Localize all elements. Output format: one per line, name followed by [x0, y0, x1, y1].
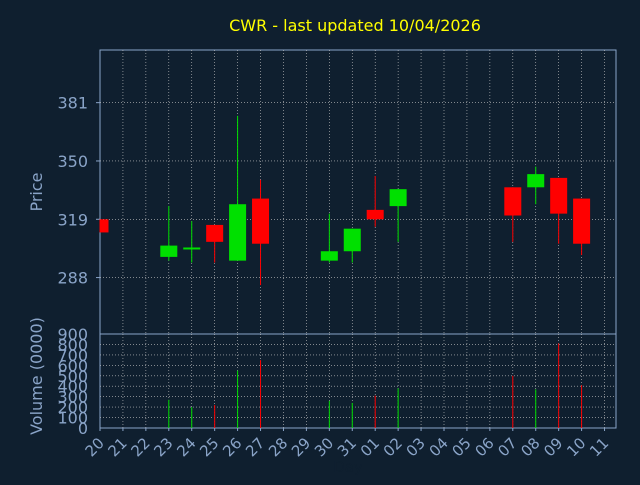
volume-tick-label: 700: [57, 346, 88, 365]
candle: [573, 198, 591, 256]
volume-tick-label: 300: [57, 388, 88, 407]
chart-title: CWR - last updated 10/04/2026: [229, 16, 481, 35]
candle: [99, 219, 109, 233]
candle-body: [389, 189, 407, 207]
volume-axis-title: Volume (0000): [27, 317, 46, 435]
candle-body: [504, 187, 522, 216]
candle: [504, 187, 522, 242]
candle-body: [550, 177, 568, 214]
candle-body: [343, 228, 361, 252]
candle: [527, 166, 545, 205]
volume-tick-label: 900: [57, 325, 88, 344]
candle-body: [206, 224, 224, 242]
price-frame: [99, 49, 617, 335]
volume-tick-label: 100: [57, 409, 88, 428]
candle: [160, 206, 178, 261]
candle: [389, 189, 407, 242]
candle: [366, 176, 384, 227]
price-tick-label: 381: [57, 94, 88, 113]
price-tick-label: 350: [57, 152, 88, 171]
candle-body: [160, 245, 178, 257]
candle: [183, 221, 201, 263]
candle-body: [573, 198, 591, 244]
price-tick-label: 288: [57, 269, 88, 288]
day-tick-label: 11: [586, 434, 612, 460]
candle-body: [252, 198, 270, 244]
price-panel: 288 319 350 381 Price: [27, 49, 617, 335]
volume-tick-label: 0: [78, 419, 88, 438]
volume-tick-label: 400: [57, 377, 88, 396]
price-axis-title: Price: [27, 172, 46, 211]
candle-body: [229, 204, 247, 261]
candle-body: [366, 209, 384, 220]
candle-body: [183, 247, 201, 250]
volume-tick-label: 800: [57, 335, 88, 354]
volume-tick-label: 500: [57, 367, 88, 386]
volume-tick-label: 200: [57, 398, 88, 417]
volume-frame: [99, 333, 617, 429]
candle: [229, 115, 247, 261]
candle-body: [527, 174, 545, 188]
candle: [252, 179, 270, 286]
candle-body: [100, 219, 109, 233]
candle: [550, 177, 568, 244]
price-tick-label: 319: [57, 210, 88, 229]
volume-tick-label: 600: [57, 356, 88, 375]
candle: [206, 224, 224, 263]
candle-body: [320, 251, 338, 261]
day-axis-title: Day: [333, 458, 363, 476]
candle: [343, 228, 361, 263]
candle: [320, 213, 338, 263]
